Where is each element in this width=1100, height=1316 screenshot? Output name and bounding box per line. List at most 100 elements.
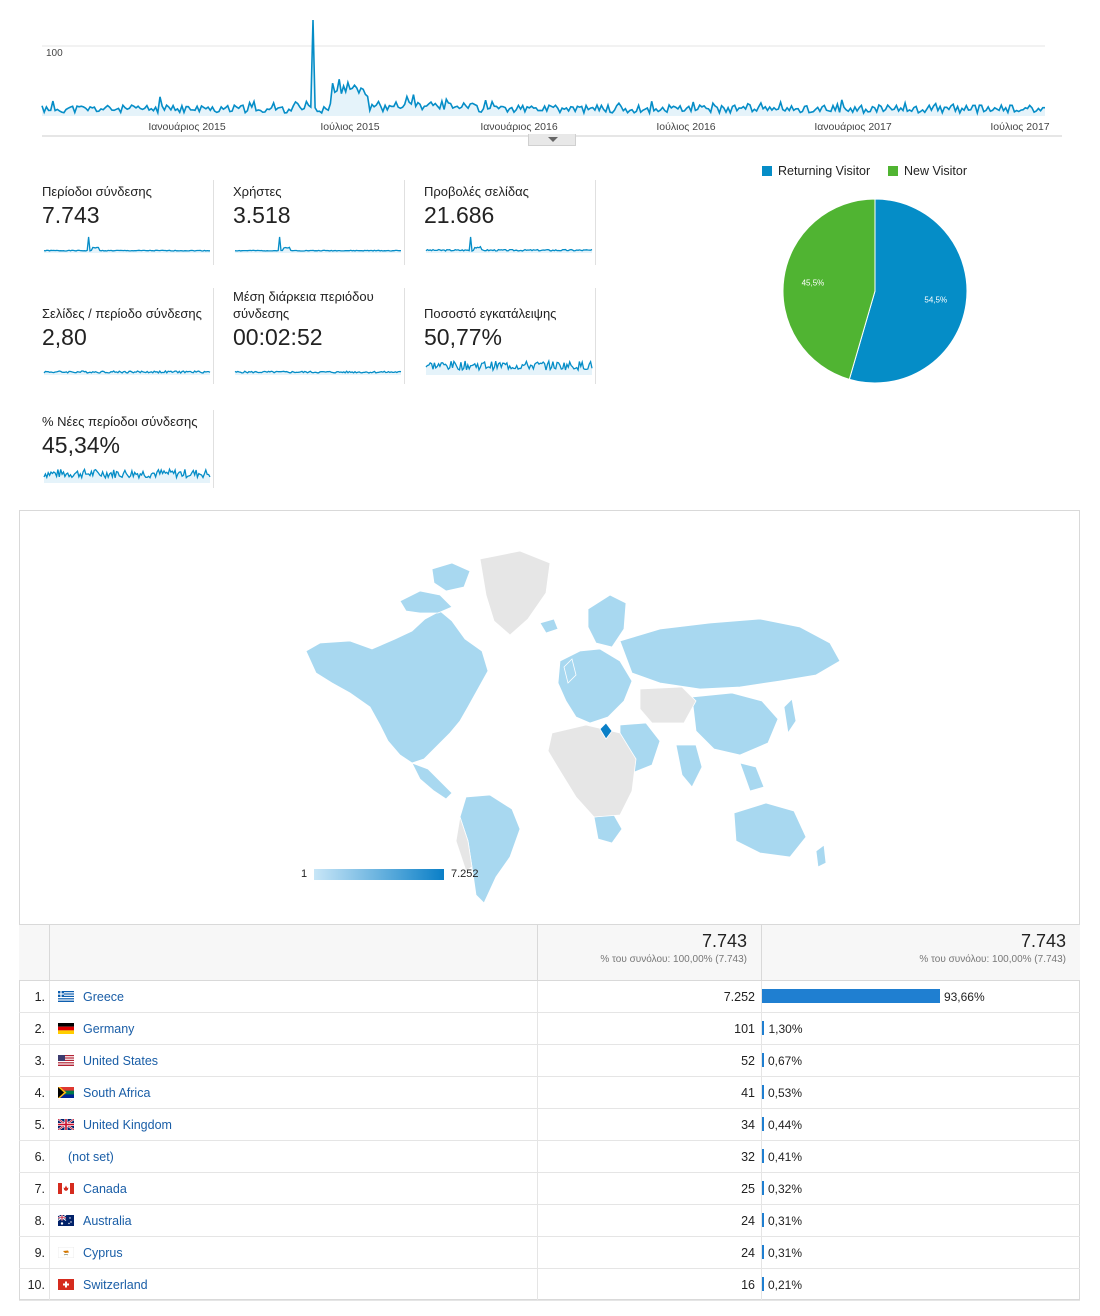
percentage-bar (762, 1149, 764, 1163)
percentage-label: 0,41% (768, 1150, 803, 1164)
country-link[interactable]: United Kingdom (83, 1118, 172, 1132)
sparkline-line (43, 369, 211, 374)
metric-label: Περίοδοι σύνδεσης (42, 184, 152, 199)
percentage-bar (762, 1117, 764, 1131)
percentage-bar (762, 1213, 764, 1227)
legend-new-visitor[interactable]: New Visitor (888, 164, 967, 178)
world-map[interactable] (20, 511, 1081, 923)
row-rank: 7. (19, 1173, 50, 1205)
sparkline-area (426, 237, 592, 253)
table-row[interactable]: 7. Canada 25 0,32% (19, 1173, 1080, 1205)
legend-returning-visitor[interactable]: Returning Visitor (762, 164, 870, 178)
map-region-greece (599, 722, 613, 740)
table-row[interactable]: 4. South Africa 41 0,53% (19, 1077, 1080, 1109)
map-region-uk (563, 658, 577, 684)
metric-value: 00:02:52 (233, 324, 323, 350)
greece-flag-icon (58, 991, 74, 1002)
row-percentage-cell: 0,67% (762, 1045, 1080, 1077)
row-country-cell: United Kingdom (50, 1109, 538, 1141)
metric-sessions[interactable]: Περίοδοι σύνδεσης 7.743 (30, 180, 214, 265)
country-link[interactable]: United States (83, 1054, 159, 1068)
sparkline-line (43, 236, 210, 252)
row-sessions: 24 (538, 1205, 762, 1237)
map-region-australia (733, 802, 807, 858)
pie-data-label: 54,5% (924, 296, 947, 305)
row-sessions: 52 (538, 1045, 762, 1077)
row-country-cell: Canada (50, 1173, 538, 1205)
pie-slice-new-visitor[interactable] (782, 198, 876, 380)
metric-value: 50,77% (424, 324, 503, 350)
metric-value: 3.518 (233, 202, 291, 228)
metric-new-sessions[interactable]: % Νέες περίοδοι σύνδεσης 45,34% (30, 410, 214, 488)
country-link[interactable]: Switzerland (83, 1278, 148, 1292)
row-percentage-cell: 0,31% (762, 1237, 1080, 1269)
row-sessions: 25 (538, 1173, 762, 1205)
timeline-y-mark: 100 (46, 48, 63, 59)
map-region-china (691, 692, 779, 756)
header-percentage[interactable]: 7.743 % του συνόλου: 100,00% (7.743) (762, 925, 1080, 981)
map-region-japan (783, 698, 797, 735)
country-link[interactable]: Cyprus (83, 1246, 123, 1260)
metric-pageviews[interactable]: Προβολές σελίδας 21.686 (412, 180, 596, 265)
map-scale-max: 7.252 (451, 868, 479, 880)
country-link[interactable]: Germany (83, 1022, 135, 1036)
row-sessions: 7.252 (538, 981, 762, 1013)
metric-bounce-rate[interactable]: Ποσοστό εγκατάλειψης 50,77% (412, 288, 596, 384)
sparkline-line (425, 358, 593, 373)
map-region-south-america-west (455, 816, 473, 872)
metric-value: 45,34% (42, 432, 121, 458)
table-row[interactable]: 1. Greece 7.252 93,66% (19, 981, 1080, 1013)
pie-data-label: 45,5% (802, 278, 825, 287)
map-region-southeast-asia (739, 762, 765, 792)
table-row[interactable]: 10. Switzerland 16 0,21% (19, 1269, 1080, 1301)
header-subtotal: % του συνόλου: 100,00% (7.743) (919, 954, 1066, 965)
percentage-bar (762, 1277, 764, 1291)
country-link[interactable]: Australia (83, 1214, 132, 1228)
legend-label: Returning Visitor (778, 164, 871, 178)
country-link[interactable]: Canada (83, 1182, 127, 1196)
table-row[interactable]: 2. Germany 101 1,30% (19, 1013, 1080, 1045)
header-total: 7.743 (701, 931, 747, 951)
map-region-africa (547, 724, 637, 818)
percentage-bar (762, 1053, 764, 1067)
metric-label: Ποσοστό εγκατάλειψης (424, 306, 557, 321)
timeline-x-label: Ιούλιος 2016 (656, 121, 716, 133)
metric-value: 21.686 (424, 202, 495, 228)
metric-label: % Νέες περίοδοι σύνδεσης (42, 414, 198, 429)
row-sessions: 41 (538, 1077, 762, 1109)
australia-flag-icon (58, 1215, 74, 1226)
table-row[interactable]: 9. Cyprus 24 0,31% (19, 1237, 1080, 1269)
sparkline (234, 370, 402, 375)
row-percentage-cell: 0,41% (762, 1141, 1080, 1173)
sparkline-area (235, 237, 401, 253)
header-total: 7.743 (1020, 931, 1066, 951)
table-row[interactable]: 8. Australia 24 0,31% (19, 1205, 1080, 1237)
header-cell (50, 925, 538, 981)
country-link[interactable]: South Africa (83, 1086, 151, 1100)
metric-users[interactable]: Χρήστες 3.518 (221, 180, 405, 265)
table-row[interactable]: 6. (not set) 32 0,41% (19, 1141, 1080, 1173)
percentage-bar (762, 989, 940, 1003)
country-link[interactable]: (not set) (68, 1150, 114, 1164)
map-region-greenland (479, 550, 551, 636)
metric-avg-session-duration[interactable]: Μέση διάρκεια περιόδου σύνδεσης 00:02:52 (221, 288, 405, 384)
country-link[interactable]: Greece (83, 990, 124, 1004)
row-sessions: 24 (538, 1237, 762, 1269)
table-row[interactable]: 5. United Kingdom 34 0,44% (19, 1109, 1080, 1141)
map-region-iceland (539, 618, 559, 634)
sessions-timeline-chart: 100 Ιανουάριος 2015 Ιούλιος 2015 Ιανουάρ… (30, 8, 1070, 148)
row-sessions: 16 (538, 1269, 762, 1301)
pie-slice-returning-visitor[interactable] (848, 198, 968, 384)
expand-chart-handle[interactable] (528, 134, 576, 146)
sparkline (234, 236, 402, 253)
sparkline-area (44, 237, 210, 253)
row-country-cell: Germany (50, 1013, 538, 1045)
row-sessions: 34 (538, 1109, 762, 1141)
metric-label: Σελίδες / περίοδο σύνδεσης (42, 306, 202, 321)
map-region-new-zealand (815, 844, 827, 868)
sparkline-line (234, 370, 402, 374)
header-sessions[interactable]: 7.743 % του συνόλου: 100,00% (7.743) (538, 925, 762, 981)
metric-pages-per-session[interactable]: Σελίδες / περίοδο σύνδεσης 2,80 (30, 288, 214, 384)
table-row[interactable]: 3. United States 52 0,67% (19, 1045, 1080, 1077)
timeline-x-label: Ιούλιος 2017 (990, 121, 1050, 133)
